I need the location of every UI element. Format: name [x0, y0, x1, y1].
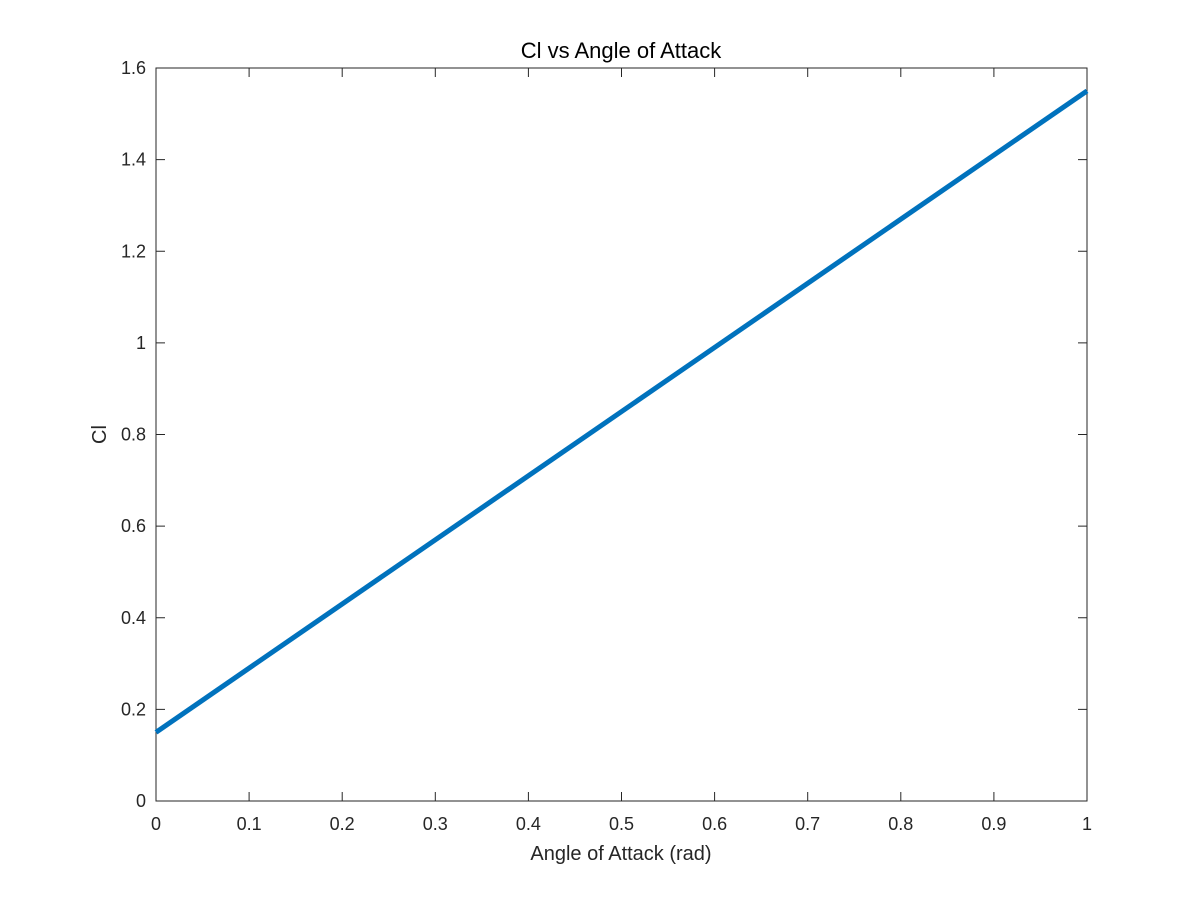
x-tick-label: 0 — [151, 814, 161, 834]
chart-title: Cl vs Angle of Attack — [521, 38, 723, 63]
x-axis-label: Angle of Attack (rad) — [530, 843, 711, 865]
y-tick-label: 0 — [136, 791, 146, 811]
x-tick-label: 0.7 — [795, 814, 820, 834]
x-tick-label: 0.9 — [981, 814, 1006, 834]
x-tick-label: 0.5 — [609, 814, 634, 834]
series-layer — [154, 88, 1089, 735]
y-tick-label: 1 — [136, 333, 146, 353]
x-tick-label: 0.3 — [423, 814, 448, 834]
y-tick-label: 1.6 — [121, 58, 146, 78]
y-tick-label: 0.6 — [121, 516, 146, 536]
x-tick-label: 0.1 — [237, 814, 262, 834]
y-tick-label: 0.4 — [121, 608, 146, 628]
axis-ticks — [155, 67, 1088, 802]
x-tick-label: 0.6 — [702, 814, 727, 834]
y-tick-label: 0.8 — [121, 425, 146, 445]
y-tick-label: 0.2 — [121, 699, 146, 719]
y-axis-label: Cl — [89, 425, 111, 444]
series-line-cl — [154, 88, 1089, 735]
plot-area — [155, 67, 1088, 802]
x-tick-label: 0.4 — [516, 814, 541, 834]
x-tick-label: 0.2 — [330, 814, 355, 834]
y-tick-label: 1.4 — [121, 150, 146, 170]
x-tick-label: 1 — [1082, 814, 1092, 834]
tick-labels: 0 0.1 0.2 0.3 0.4 0.5 0.6 0.7 0.8 0.9 1 0 0.2 0.4 0.6 0… — [121, 58, 1092, 834]
x-tick-label: 0.8 — [888, 814, 913, 834]
y-tick-label: 1.2 — [121, 241, 146, 261]
